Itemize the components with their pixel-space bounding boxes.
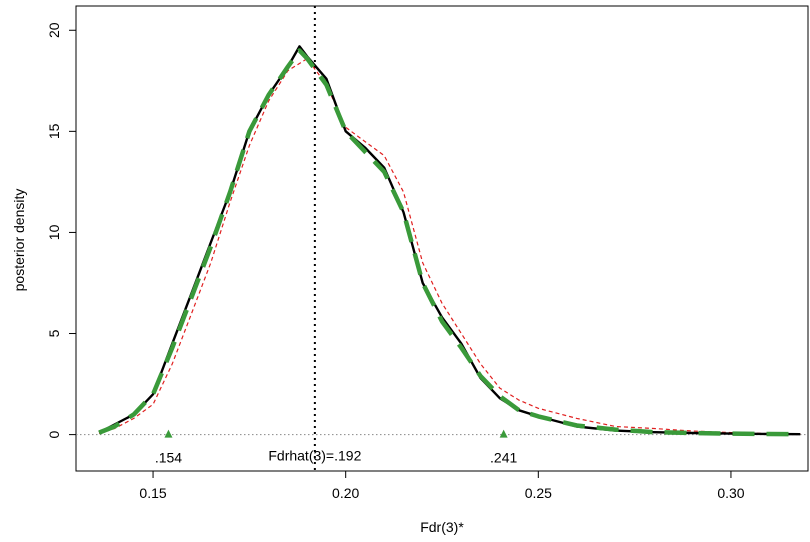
y-tick-label: 20 bbox=[46, 22, 62, 38]
x-axis-title: Fdr(3)* bbox=[420, 519, 464, 535]
reference-line-label: Fdrhat(3)=.192 bbox=[268, 448, 361, 464]
x-axis: 0.15 0.20 0.25 0.30 bbox=[139, 471, 745, 501]
y-axis-title: posterior density bbox=[11, 189, 27, 292]
y-tick-label: 0 bbox=[46, 431, 62, 439]
plot-frame bbox=[75, 5, 809, 472]
x-tick-label: 0.30 bbox=[717, 485, 744, 501]
series-line-dashed bbox=[98, 57, 801, 435]
x-tick-label: 0.15 bbox=[139, 485, 166, 501]
x-tick-label: 0.25 bbox=[525, 485, 552, 501]
marker-triangle bbox=[499, 429, 508, 438]
series-layer bbox=[98, 45, 801, 437]
x-tick-label: 0.20 bbox=[332, 485, 359, 501]
y-tick-label: 5 bbox=[46, 329, 62, 337]
series-line-long-dash bbox=[98, 48, 801, 437]
marker-layer: .154 .241 bbox=[155, 429, 517, 466]
y-axis: 0 5 10 15 20 bbox=[46, 22, 76, 439]
marker-label: .154 bbox=[155, 450, 182, 466]
marker-triangle bbox=[164, 429, 173, 438]
y-tick-label: 15 bbox=[46, 123, 62, 139]
marker-label: .241 bbox=[490, 450, 517, 466]
y-tick-label: 10 bbox=[46, 224, 62, 240]
series-line-solid bbox=[98, 45, 801, 436]
